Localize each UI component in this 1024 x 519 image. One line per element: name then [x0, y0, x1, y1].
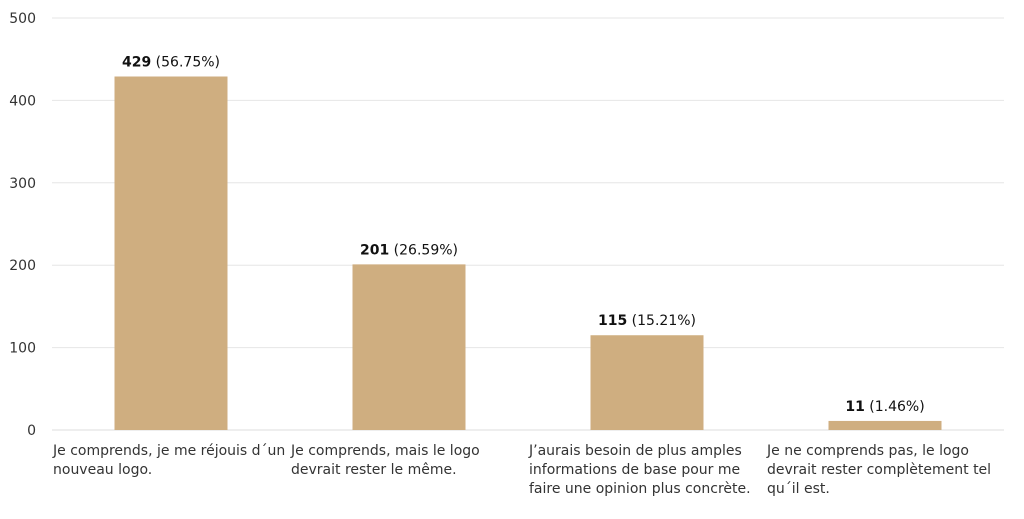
data-label-percent: (26.59%): [389, 242, 458, 258]
data-label-value: 11: [845, 399, 864, 415]
x-category-label: Je comprends, mais le logo devrait rester…: [290, 443, 480, 478]
category-label-line: faire une opinion plus concrète.: [529, 481, 751, 497]
category-label-line: devrait rester complètement tel: [767, 462, 991, 478]
category-label-line: Je comprends, mais le logo: [290, 443, 480, 459]
category-label-line: J’aurais besoin de plus amples: [528, 443, 742, 459]
data-label-percent: (15.21%): [627, 313, 696, 329]
data-label-percent: (1.46%): [865, 399, 925, 415]
category-label-line: informations de base pour me: [529, 462, 740, 478]
data-labels: 429 (56.75%) 201 (26.59%) 115 (15.21%) 11 (…: [122, 55, 925, 415]
x-category-label: Je ne comprends pas, le logo devrait rest…: [766, 443, 991, 497]
category-label-line: nouveau logo.: [53, 462, 152, 478]
data-label-value: 429: [122, 55, 151, 71]
data-label: 115 (15.21%): [598, 313, 696, 329]
y-tick-label: 0: [27, 423, 36, 439]
bar: [114, 76, 228, 430]
data-label-value: 201: [360, 242, 389, 258]
y-tick-label: 500: [9, 11, 36, 27]
y-tick-label: 300: [9, 176, 36, 192]
category-label-line: qu´il est.: [767, 481, 830, 497]
y-tick-label: 200: [9, 258, 36, 274]
bar: [828, 420, 942, 430]
bars: [114, 76, 942, 430]
data-label: 11 (1.46%): [845, 399, 924, 415]
y-tick-label: 400: [9, 93, 36, 109]
category-label-line: Je ne comprends pas, le logo: [766, 443, 969, 459]
data-label: 201 (26.59%): [360, 242, 458, 258]
data-label-value: 115: [598, 313, 627, 329]
x-category-label: Je comprends, je me réjouis d´un nouveau …: [52, 443, 285, 478]
data-label: 429 (56.75%): [122, 55, 220, 71]
category-labels: Je comprends, je me réjouis d´un nouveau …: [52, 443, 991, 497]
y-axis-ticks: 0 100 200 300 400 500: [9, 11, 36, 439]
bar: [352, 264, 466, 430]
y-tick-label: 100: [9, 341, 36, 357]
data-label-percent: (56.75%): [151, 55, 220, 71]
category-label-line: devrait rester le même.: [291, 462, 457, 478]
x-category-label: J’aurais besoin de plus amples informatio…: [528, 443, 751, 497]
category-label-line: Je comprends, je me réjouis d´un: [52, 443, 285, 459]
bar: [590, 335, 704, 430]
